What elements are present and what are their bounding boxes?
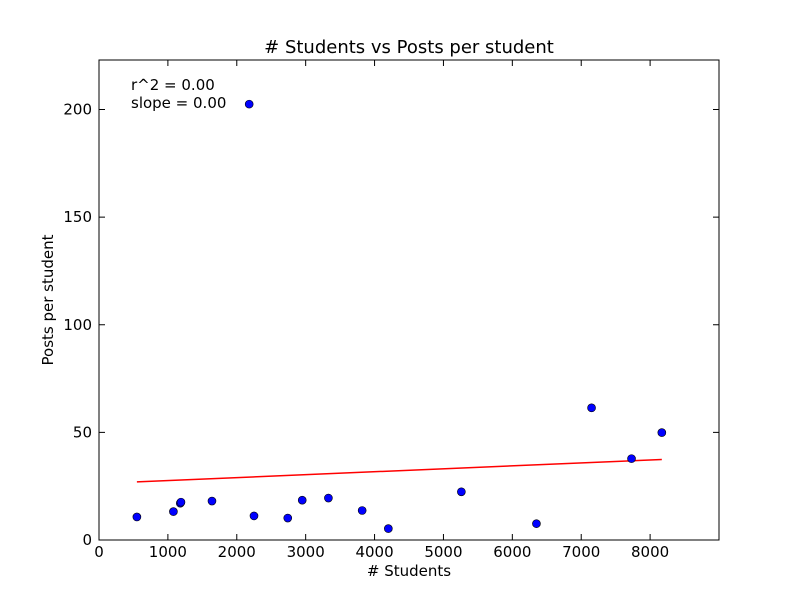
data-point [249,511,259,521]
data-point [297,495,307,505]
x-tick-label: 3000 [287,543,325,561]
data-point [283,513,293,523]
regression-line [136,458,662,483]
data-series [132,99,667,533]
chart-title: # Students vs Posts per student [264,37,554,58]
y-tick-label: 50 [73,423,92,441]
data-point [357,506,367,515]
data-point [244,99,254,109]
data-point [384,524,393,533]
data-point [169,507,178,516]
data-point [657,428,667,437]
y-tick-label: 150 [63,208,92,226]
x-tick-label: 2000 [218,543,256,561]
data-point [457,487,466,497]
y-axis-label: Posts per student [39,234,57,365]
x-tick-label: 5000 [424,543,462,561]
x-tick-label: 7000 [562,543,600,561]
data-point [176,497,186,507]
data-point [627,454,636,463]
y-tick-label: 0 [82,531,92,549]
y-tick-label: 200 [63,101,92,119]
data-point [587,403,596,413]
data-point [324,493,333,503]
y-tick-label: 100 [63,316,92,334]
x-tick-label: 6000 [493,543,531,561]
x-axis-label: # Students [367,562,451,580]
data-point [532,519,541,528]
x-tick-label: 1000 [149,543,187,561]
x-tick-label: 4000 [355,543,393,561]
x-axis-ticks: 0 1000 2000 3000 4000 5000 6000 7000 8000 [94,60,669,561]
r-squared-annotation: r^2 = 0.00 [131,76,215,94]
slope-annotation: slope = 0.00 [131,94,226,112]
y-axis-ticks: 0 50 100 150 200 [63,101,719,549]
data-point [207,496,217,506]
plot-area [98,59,720,541]
x-tick-label: 0 [94,543,104,561]
data-point [132,512,142,522]
x-tick-label: 8000 [631,543,669,561]
